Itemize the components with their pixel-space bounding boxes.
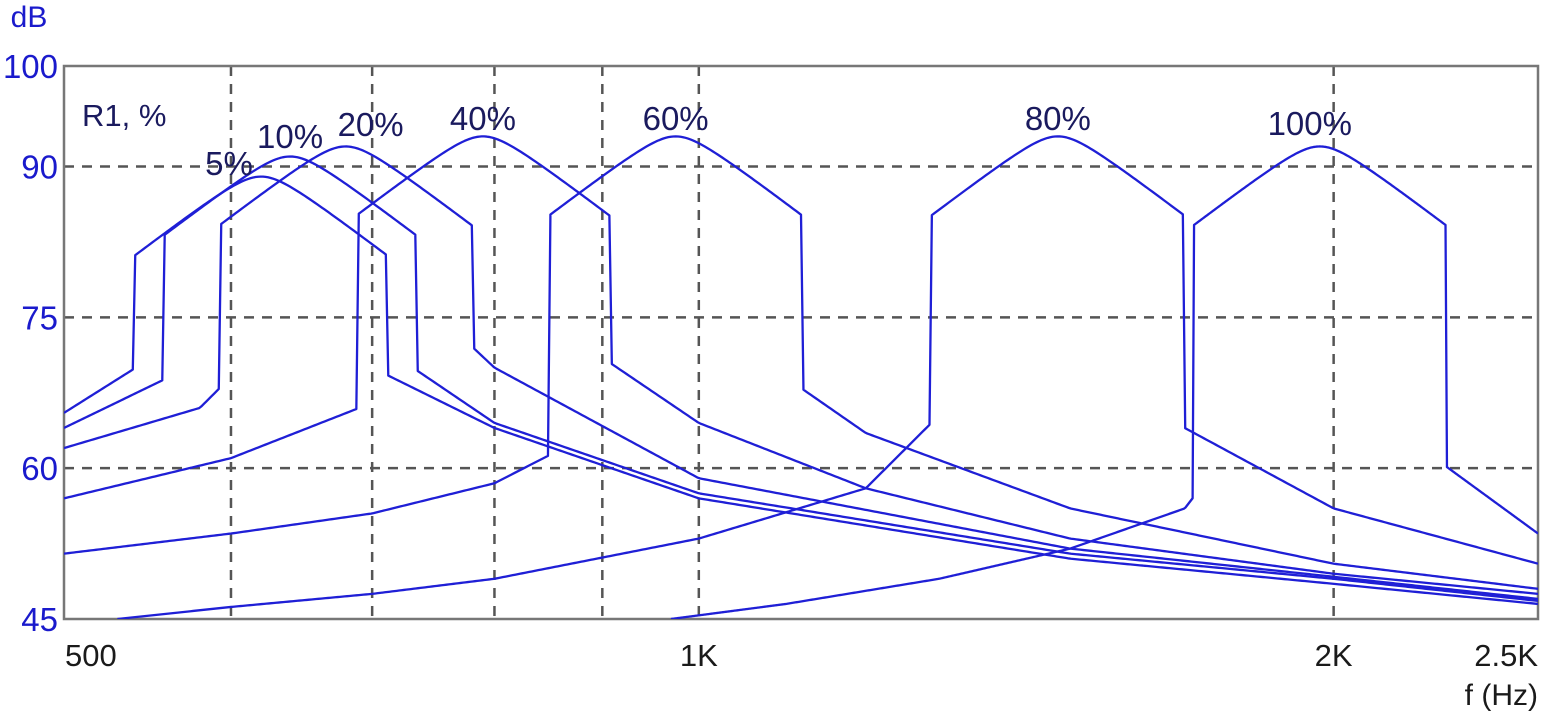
curve-40pct (64, 135, 1538, 596)
y-axis-label: dB (11, 1, 48, 34)
y-tick-labels: 45 60 75 90 100 (3, 48, 58, 638)
legend-title: R1, % (82, 98, 166, 133)
x-tick-label-1: 1K (680, 638, 718, 673)
curve-100pct (670, 145, 1538, 619)
series-labels: 5%10% 20% 40% 60% 80% 100% (205, 100, 1352, 182)
series-label-10pct: 10% (257, 118, 323, 155)
grid (64, 66, 1538, 619)
curves (64, 135, 1538, 619)
series-label-100pct: 100% (1268, 105, 1352, 142)
y-tick-label-3: 90 (21, 149, 58, 186)
y-tick-label-2: 75 (21, 299, 58, 336)
curve-80pct (117, 135, 1538, 619)
y-tick-label-1: 60 (21, 450, 58, 487)
y-tick-label-4: 100 (3, 48, 58, 85)
y-tick-label-0: 45 (21, 601, 58, 638)
x-tick-label-0: 500 (65, 638, 117, 673)
plot-frame (62, 64, 1540, 621)
curve-60pct (64, 135, 1538, 590)
series-label-60pct: 60% (643, 100, 709, 137)
series-label-20pct: 20% (338, 106, 404, 143)
series-label-5pct: 5% (205, 145, 253, 182)
series-label-80pct: 80% (1025, 100, 1091, 137)
x-tick-label-3: 2.5K (1474, 638, 1538, 673)
x-tick-labels: 500 1K 2K 2.5K (65, 638, 1538, 673)
x-axis-label: f (Hz) (1465, 679, 1538, 712)
series-label-40pct: 40% (450, 100, 516, 137)
curve-5pct (64, 175, 1538, 606)
x-tick-label-2: 2K (1315, 638, 1353, 673)
curve-20pct (64, 145, 1538, 601)
